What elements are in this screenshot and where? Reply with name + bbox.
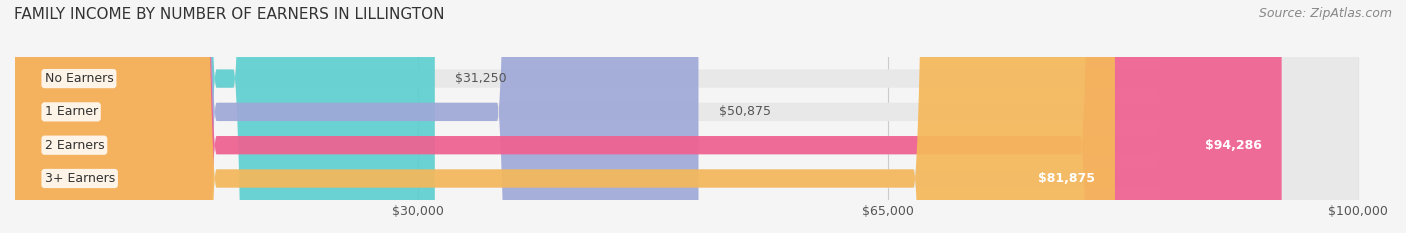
Text: 3+ Earners: 3+ Earners	[45, 172, 115, 185]
Text: $81,875: $81,875	[1038, 172, 1095, 185]
FancyBboxPatch shape	[15, 0, 434, 233]
FancyBboxPatch shape	[15, 0, 1115, 233]
FancyBboxPatch shape	[15, 0, 1358, 233]
Text: FAMILY INCOME BY NUMBER OF EARNERS IN LILLINGTON: FAMILY INCOME BY NUMBER OF EARNERS IN LI…	[14, 7, 444, 22]
FancyBboxPatch shape	[15, 0, 1358, 233]
FancyBboxPatch shape	[15, 0, 1358, 233]
Text: Source: ZipAtlas.com: Source: ZipAtlas.com	[1258, 7, 1392, 20]
FancyBboxPatch shape	[15, 0, 1358, 233]
Text: No Earners: No Earners	[45, 72, 114, 85]
Text: $31,250: $31,250	[456, 72, 506, 85]
Text: $94,286: $94,286	[1205, 139, 1261, 152]
Text: 1 Earner: 1 Earner	[45, 105, 97, 118]
Text: $50,875: $50,875	[718, 105, 770, 118]
Text: 2 Earners: 2 Earners	[45, 139, 104, 152]
FancyBboxPatch shape	[15, 0, 699, 233]
FancyBboxPatch shape	[15, 0, 1282, 233]
